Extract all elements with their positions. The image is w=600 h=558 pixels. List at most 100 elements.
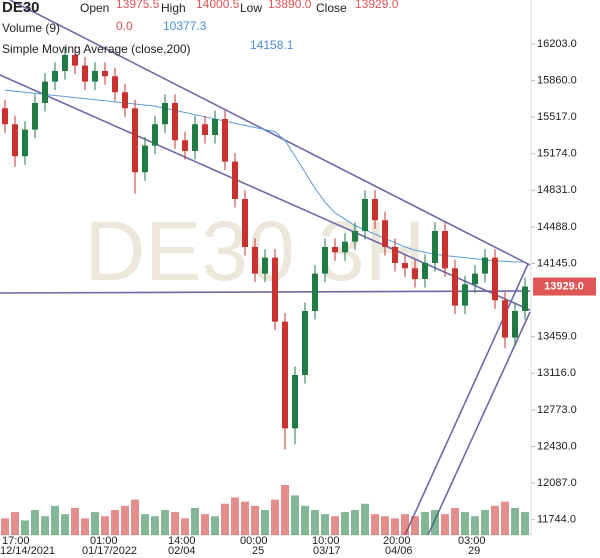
candle-body	[222, 118, 228, 162]
candle-body	[512, 310, 518, 338]
volume-bar	[111, 510, 119, 535]
candle-body	[482, 257, 488, 274]
volume-bar	[31, 510, 39, 535]
x-date-label: 01/17/2022	[82, 545, 137, 557]
legend-label: Simple Moving Average (close,200)	[2, 42, 191, 56]
volume-bar	[81, 518, 89, 535]
legend-value: 13975.5	[116, 0, 160, 11]
candle-body	[352, 230, 358, 242]
candle-body	[252, 246, 258, 274]
volume-bar	[381, 516, 389, 535]
trend-line	[427, 311, 531, 536]
candle-body	[102, 70, 108, 77]
volume-bar	[361, 503, 369, 535]
y-tick-label: 15517.0	[537, 111, 577, 123]
candle-body	[182, 140, 188, 151]
y-tick-label: 12087.0	[537, 477, 577, 489]
plot	[1, 46, 529, 535]
volume-bar	[51, 505, 59, 535]
volume-bar	[351, 510, 359, 535]
volume-bar	[211, 516, 219, 535]
x-tick-label: 00:00	[240, 535, 268, 547]
candle-body	[462, 284, 468, 306]
x-tick-label: 01:00	[90, 535, 118, 547]
y-tick-label: 14488.0	[537, 221, 577, 233]
legend-value: 13929.0	[355, 0, 399, 11]
candle-body	[2, 108, 8, 125]
candle-body	[312, 273, 318, 311]
candle-body	[442, 230, 448, 269]
legend-value: 0.0	[116, 19, 133, 33]
volume-bar	[451, 507, 459, 535]
volume-bar	[301, 505, 309, 535]
x-date-label: 02/04	[168, 545, 196, 557]
volume-bar	[341, 512, 349, 535]
legend-label: Volume (9)	[2, 21, 60, 35]
candle-body	[422, 262, 428, 279]
x-tick-label: 10:00	[312, 535, 340, 547]
volume-bar	[261, 510, 269, 535]
volume-bar	[221, 503, 229, 535]
volume-bar	[421, 512, 429, 535]
candle-body	[32, 102, 38, 130]
candle-body	[332, 246, 338, 253]
volume-bar	[481, 510, 489, 535]
volume-bar	[21, 520, 29, 535]
volume-bar	[191, 507, 199, 535]
x-tick-label: 20:00	[383, 535, 411, 547]
y-tick-label: 15860.0	[537, 74, 577, 86]
candle-body	[302, 310, 308, 375]
candle-body	[112, 76, 118, 93]
candle-body	[402, 262, 408, 269]
y-tick-label: 16203.0	[537, 38, 577, 50]
trend-line	[9, 0, 531, 266]
candle-body	[22, 129, 28, 157]
volume-bar	[171, 512, 179, 535]
candle-body	[52, 70, 58, 82]
x-tick-label: 17:00	[2, 535, 30, 547]
legend-label: Low	[240, 1, 262, 15]
sma-line	[4, 89, 526, 263]
price-label: 13929.0	[544, 280, 584, 292]
trend-line	[0, 290, 531, 294]
candle-body	[342, 241, 348, 253]
y-tick-label: 13459.0	[537, 331, 577, 343]
legend-label: Open	[80, 1, 109, 15]
volume-bar	[461, 512, 469, 535]
candle-body	[232, 161, 238, 199]
volume-bar	[41, 516, 49, 535]
legend-label: High	[161, 1, 186, 15]
volume-bar	[331, 516, 339, 535]
volume-bar	[91, 512, 99, 535]
candle-body	[272, 257, 278, 322]
candle-body	[12, 124, 18, 157]
y-tick-label: 15174.0	[537, 148, 577, 160]
candle-body	[502, 300, 508, 338]
candle-body	[152, 124, 158, 146]
volume-bar	[371, 514, 379, 535]
candle-body	[132, 108, 138, 173]
candle-body	[432, 230, 438, 263]
volume-bar	[441, 514, 449, 535]
volume-bar	[311, 510, 319, 535]
candle-body	[242, 198, 248, 247]
candle-body	[192, 124, 198, 151]
volume-bar	[431, 510, 439, 535]
candle-body	[172, 102, 178, 141]
y-tick-label: 14831.0	[537, 184, 577, 196]
x-date-label: 29	[468, 545, 480, 557]
volume-bar	[471, 516, 479, 535]
candle-body	[522, 286, 528, 311]
volume-bar	[121, 505, 129, 535]
legend-value: 14000.5	[196, 0, 240, 11]
volume-bar	[281, 485, 289, 535]
chart-title: DE30	[2, 0, 40, 16]
candle-body	[142, 145, 148, 173]
candle-body	[472, 273, 478, 285]
volume-bar	[61, 514, 69, 535]
candle-body	[392, 246, 398, 263]
volume-bar	[401, 514, 409, 535]
volume-bar	[181, 518, 189, 535]
x-tick-label: 14:00	[168, 535, 196, 547]
